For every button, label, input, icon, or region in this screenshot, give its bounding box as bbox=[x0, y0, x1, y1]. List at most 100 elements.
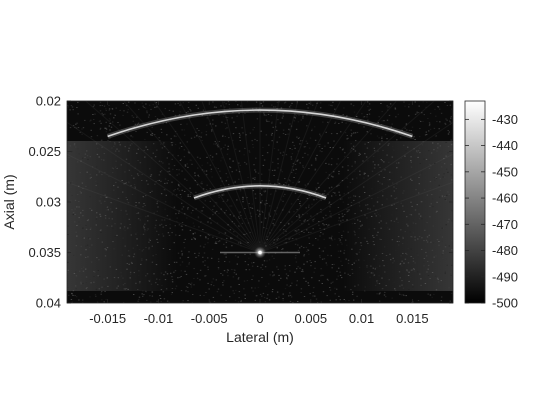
speckle bbox=[178, 224, 181, 226]
speckle bbox=[205, 170, 208, 172]
speckle bbox=[254, 169, 256, 171]
speckle bbox=[199, 294, 201, 296]
speckle bbox=[301, 269, 304, 271]
speckle bbox=[210, 171, 212, 173]
speckle bbox=[306, 229, 308, 231]
speckle bbox=[398, 162, 400, 164]
speckle bbox=[291, 171, 293, 173]
speckle bbox=[176, 261, 178, 263]
speckle bbox=[383, 294, 386, 296]
speckle bbox=[178, 212, 180, 214]
speckle bbox=[200, 210, 203, 212]
speckle bbox=[124, 282, 126, 284]
speckle bbox=[343, 107, 345, 109]
speckle bbox=[357, 219, 359, 221]
speckle bbox=[300, 288, 303, 290]
speckle bbox=[291, 102, 293, 104]
speckle bbox=[190, 110, 192, 112]
speckle bbox=[218, 212, 220, 214]
speckle bbox=[321, 258, 324, 260]
speckle bbox=[147, 220, 149, 222]
speckle bbox=[438, 244, 440, 246]
speckle bbox=[329, 206, 331, 208]
speckle bbox=[198, 226, 200, 228]
speckle bbox=[435, 211, 437, 213]
speckle bbox=[184, 191, 186, 192]
speckle bbox=[178, 235, 181, 236]
speckle bbox=[327, 254, 329, 256]
speckle bbox=[185, 286, 188, 288]
speckle bbox=[242, 132, 244, 134]
speckle bbox=[354, 150, 357, 152]
speckle bbox=[386, 198, 388, 200]
speckle bbox=[180, 158, 182, 160]
speckle bbox=[179, 277, 181, 278]
speckle bbox=[196, 277, 199, 279]
speckle bbox=[239, 188, 241, 190]
speckle bbox=[315, 188, 318, 190]
speckle bbox=[301, 223, 303, 225]
speckle bbox=[226, 153, 229, 155]
speckle bbox=[84, 119, 86, 121]
speckle bbox=[276, 101, 279, 103]
speckle bbox=[101, 146, 103, 148]
speckle bbox=[93, 276, 95, 277]
speckle bbox=[234, 181, 236, 183]
speckle bbox=[406, 269, 408, 271]
speckle bbox=[367, 106, 369, 107]
speckle bbox=[240, 242, 242, 244]
speckle bbox=[288, 179, 290, 181]
speckle bbox=[254, 193, 257, 195]
speckle bbox=[333, 263, 335, 265]
speckle bbox=[373, 237, 375, 238]
speckle bbox=[351, 268, 353, 270]
speckle bbox=[229, 296, 231, 298]
speckle bbox=[410, 248, 412, 250]
speckle bbox=[233, 269, 235, 271]
speckle bbox=[341, 216, 344, 218]
speckle bbox=[232, 290, 234, 292]
speckle bbox=[427, 264, 430, 266]
speckle bbox=[342, 114, 344, 116]
speckle bbox=[231, 171, 233, 173]
speckle bbox=[295, 239, 298, 241]
speckle bbox=[158, 234, 160, 236]
diffraction-streak bbox=[259, 101, 367, 253]
speckle bbox=[95, 180, 97, 182]
speckle bbox=[153, 273, 155, 275]
speckle bbox=[348, 197, 350, 199]
speckle bbox=[126, 268, 128, 270]
speckle bbox=[421, 218, 423, 220]
speckle bbox=[269, 274, 271, 276]
speckle bbox=[296, 230, 298, 232]
speckle bbox=[179, 160, 182, 161]
speckle bbox=[203, 170, 206, 172]
speckle bbox=[235, 127, 237, 129]
speckle bbox=[381, 120, 383, 122]
speckle bbox=[211, 156, 214, 158]
speckle bbox=[238, 291, 241, 293]
speckle bbox=[184, 165, 187, 167]
speckle bbox=[441, 195, 444, 197]
speckle bbox=[137, 218, 140, 220]
speckle bbox=[78, 153, 80, 155]
speckle bbox=[373, 244, 375, 246]
speckle bbox=[391, 214, 393, 216]
speckle bbox=[249, 212, 252, 214]
speckle bbox=[263, 159, 266, 161]
speckle bbox=[402, 237, 404, 239]
speckle bbox=[281, 209, 284, 211]
speckle bbox=[111, 167, 114, 169]
speckle bbox=[220, 185, 222, 187]
speckle bbox=[123, 183, 125, 185]
speckle bbox=[378, 300, 381, 302]
speckle bbox=[104, 286, 106, 288]
speckle bbox=[251, 140, 253, 142]
speckle bbox=[135, 205, 137, 207]
speckle bbox=[239, 240, 242, 242]
speckle bbox=[421, 144, 424, 146]
speckle bbox=[320, 107, 322, 109]
speckle bbox=[125, 105, 128, 107]
speckle bbox=[139, 234, 142, 236]
speckle bbox=[179, 186, 181, 188]
